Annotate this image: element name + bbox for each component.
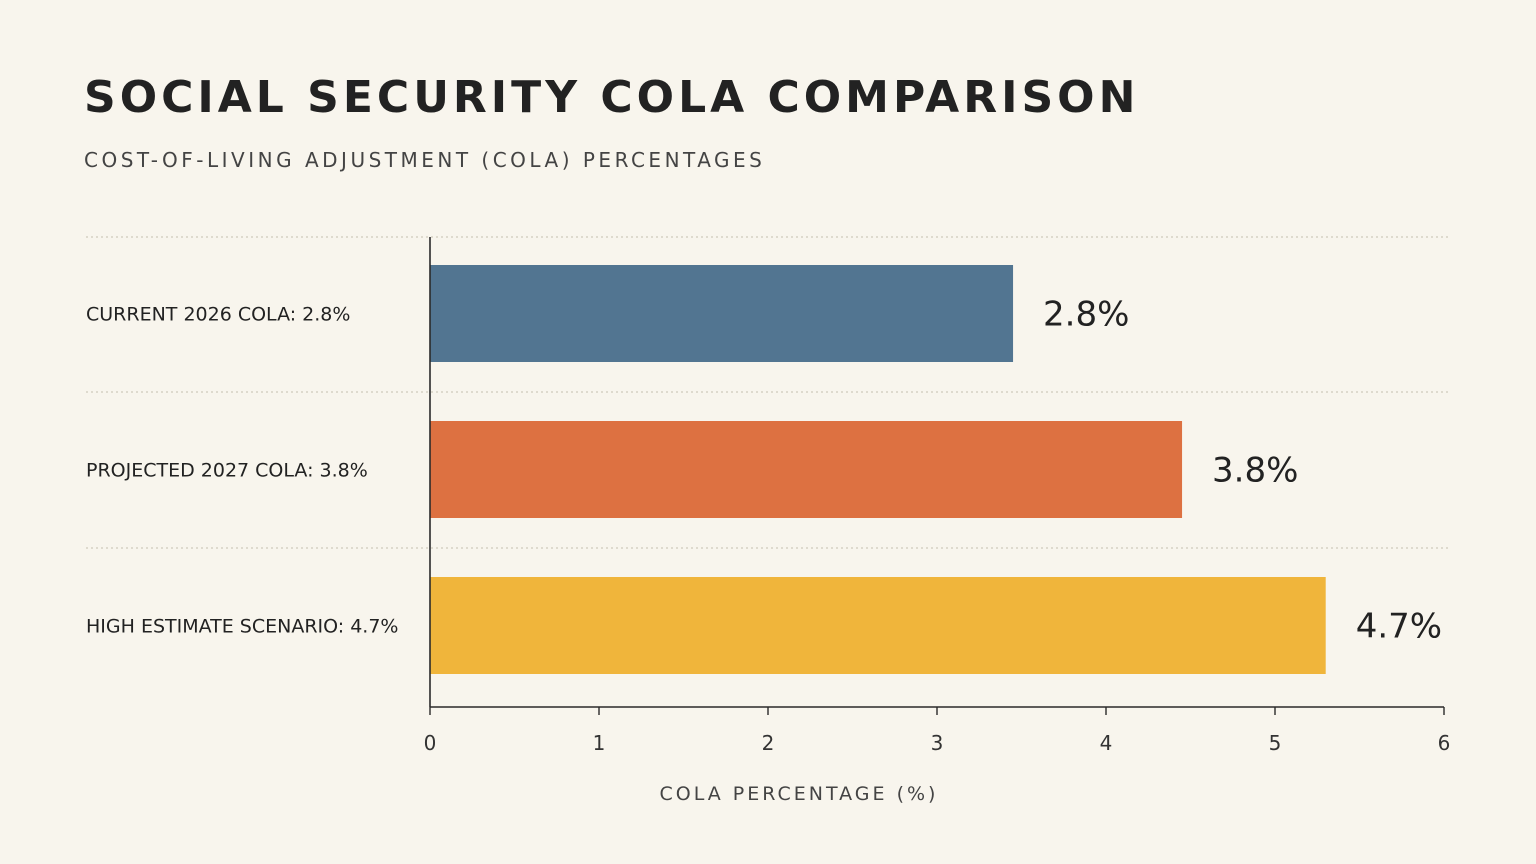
x-tick-label: 4 <box>1100 731 1113 755</box>
x-axis-title: COLA PERCENTAGE (%) <box>660 783 939 805</box>
data-label: 3.8% <box>1212 451 1298 491</box>
bar <box>430 265 1014 362</box>
x-tick-label: 2 <box>762 731 775 755</box>
category-labels: CURRENT 2026 COLA: 2.8% PROJECTED 2027 CO… <box>86 304 398 638</box>
x-tick-label: 6 <box>1438 731 1451 755</box>
x-ticks: 0 1 2 3 4 5 6 <box>424 707 1451 755</box>
category-label: CURRENT 2026 COLA: 2.8% <box>86 304 350 326</box>
category-label: HIGH ESTIMATE SCENARIO: 4.7% <box>86 616 398 638</box>
data-label: 2.8% <box>1043 295 1129 335</box>
x-tick-label: 3 <box>931 731 944 755</box>
x-tick-label: 1 <box>593 731 606 755</box>
bar <box>430 421 1183 518</box>
data-label: 4.7% <box>1356 607 1442 647</box>
chart-title: SOCIAL SECURITY COLA COMPARISON <box>84 72 1140 123</box>
bar <box>430 577 1326 674</box>
bars-group <box>430 265 1326 674</box>
category-label: PROJECTED 2027 COLA: 3.8% <box>86 460 368 482</box>
x-tick-label: 0 <box>424 731 437 755</box>
x-tick-label: 5 <box>1269 731 1282 755</box>
gridlines <box>86 236 1448 549</box>
chart-subtitle: COST-OF-LIVING ADJUSTMENT (COLA) PERCENT… <box>84 148 766 172</box>
value-labels: 2.8% 3.8% 4.7% <box>1043 295 1442 647</box>
